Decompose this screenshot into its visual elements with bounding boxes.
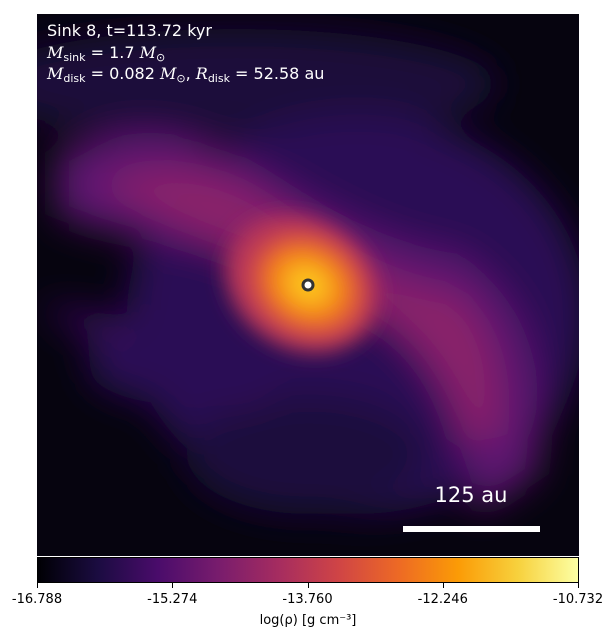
colorbar-tick (442, 583, 444, 588)
colorbar-tick (172, 583, 174, 588)
colorbar-tick-label: -15.274 (147, 592, 198, 607)
colorbar-tick (307, 583, 309, 588)
colorbar (37, 557, 579, 583)
colorbar-tick-label: -16.788 (11, 592, 63, 607)
sink-mass-line: Msink = 1.7 M⊙ (47, 43, 166, 64)
density-map (37, 14, 579, 556)
colorbar-tick (37, 583, 38, 588)
colorbar-tick-label: -10.732 (552, 592, 604, 607)
scale-bar (403, 526, 540, 532)
scale-bar-label: 125 au (434, 483, 508, 507)
sink-marker (301, 278, 315, 292)
colorbar-tick-label: -13.760 (282, 592, 333, 607)
colorbar-tick-label: -12.246 (417, 592, 468, 607)
title-line: Sink 8, t=113.72 kyr (47, 21, 212, 40)
colorbar-label: log(ρ) [g cm⁻³] (259, 613, 357, 628)
disk-line: Mdisk = 0.082 M⊙, Rdisk = 52.58 au (47, 64, 325, 85)
colorbar-tick (578, 583, 579, 588)
